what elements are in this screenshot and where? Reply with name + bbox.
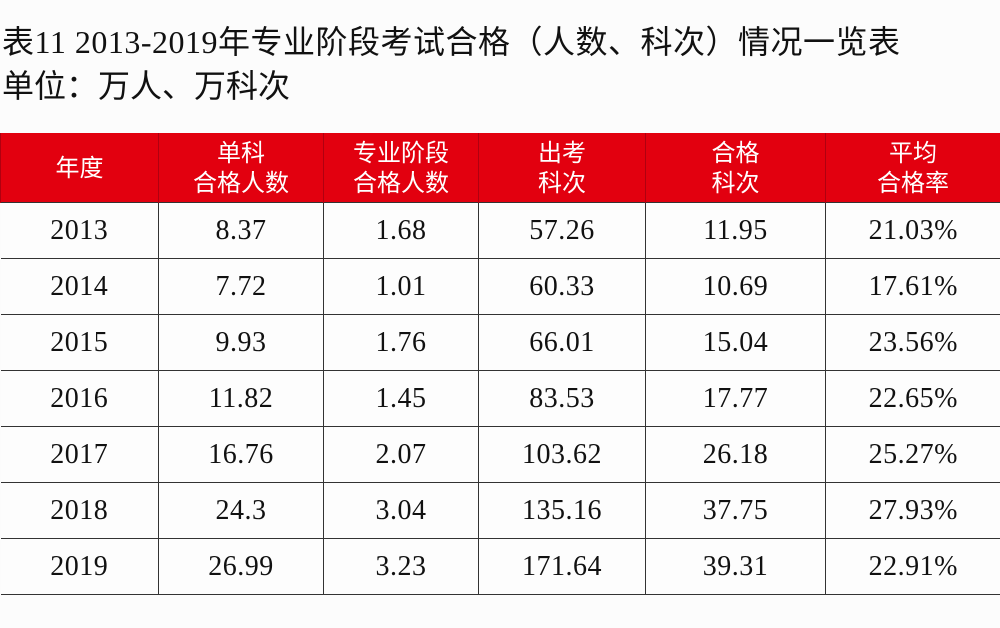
cell-professional-stage-passers: 1.76 [323,314,479,371]
table-row: 2014 7.72 1.01 60.33 10.69 17.61% [0,258,1000,315]
cell-year: 2017 [0,426,159,483]
cell-single-subject-passers: 16.76 [158,426,324,483]
cell-average-pass-rate: 22.91% [825,538,1000,595]
header-exam-subject-count: 出考 科次 [478,133,646,203]
cell-exam-subject-count: 171.64 [478,538,646,595]
cell-passed-subject-count: 17.77 [645,370,826,427]
cell-single-subject-passers: 26.99 [158,538,324,595]
cell-single-subject-passers: 24.3 [158,482,324,539]
cell-professional-stage-passers: 3.23 [323,538,479,595]
cell-single-subject-passers: 7.72 [158,258,324,315]
table-row: 2013 8.37 1.68 57.26 11.95 21.03% [0,202,1000,259]
unit-note: 单位：万人、万科次 [2,68,291,104]
cell-single-subject-passers: 9.93 [158,314,324,371]
table-row: 2015 9.93 1.76 66.01 15.04 23.56% [0,314,1000,371]
cell-passed-subject-count: 11.95 [645,202,826,259]
cell-average-pass-rate: 21.03% [825,202,1000,259]
cell-passed-subject-count: 26.18 [645,426,826,483]
cell-exam-subject-count: 66.01 [478,314,646,371]
cell-passed-subject-count: 15.04 [645,314,826,371]
cell-single-subject-passers: 11.82 [158,370,324,427]
pass-statistics-table: 年度 单科 合格人数 专业阶段 合格人数 出考 科次 合格 科次 平均 合格率 [0,133,1000,595]
cell-average-pass-rate: 27.93% [825,482,1000,539]
header-row: 年度 单科 合格人数 专业阶段 合格人数 出考 科次 合格 科次 平均 合格率 [0,133,1000,203]
header-passed-subject-count: 合格 科次 [645,133,826,203]
table-row: 2019 26.99 3.23 171.64 39.31 22.91% [0,538,1000,595]
header-average-pass-rate: 平均 合格率 [825,133,1000,203]
cell-professional-stage-passers: 1.45 [323,370,479,427]
cell-average-pass-rate: 23.56% [825,314,1000,371]
cell-professional-stage-passers: 3.04 [323,482,479,539]
cell-year: 2018 [0,482,159,539]
cell-exam-subject-count: 60.33 [478,258,646,315]
cell-average-pass-rate: 25.27% [825,426,1000,483]
header-professional-stage-passers: 专业阶段 合格人数 [323,133,479,203]
table-row: 2017 16.76 2.07 103.62 26.18 25.27% [0,426,1000,483]
cell-exam-subject-count: 135.16 [478,482,646,539]
cell-year: 2014 [0,258,159,315]
cell-passed-subject-count: 39.31 [645,538,826,595]
header-year: 年度 [0,133,159,203]
cell-year: 2016 [0,370,159,427]
cell-exam-subject-count: 83.53 [478,370,646,427]
cell-average-pass-rate: 17.61% [825,258,1000,315]
header-single-subject-passers: 单科 合格人数 [158,133,324,203]
cell-passed-subject-count: 37.75 [645,482,826,539]
cell-year: 2019 [0,538,159,595]
cell-year: 2015 [0,314,159,371]
table-row: 2018 24.3 3.04 135.16 37.75 27.93% [0,482,1000,539]
table-title: 表11 2013-2019年专业阶段考试合格（人数、科次）情况一览表 [2,24,901,60]
cell-passed-subject-count: 10.69 [645,258,826,315]
cell-exam-subject-count: 57.26 [478,202,646,259]
cell-single-subject-passers: 8.37 [158,202,324,259]
cell-year: 2013 [0,202,159,259]
table-row: 2016 11.82 1.45 83.53 17.77 22.65% [0,370,1000,427]
cell-professional-stage-passers: 2.07 [323,426,479,483]
cell-exam-subject-count: 103.62 [478,426,646,483]
cell-professional-stage-passers: 1.01 [323,258,479,315]
cell-professional-stage-passers: 1.68 [323,202,479,259]
cell-average-pass-rate: 22.65% [825,370,1000,427]
